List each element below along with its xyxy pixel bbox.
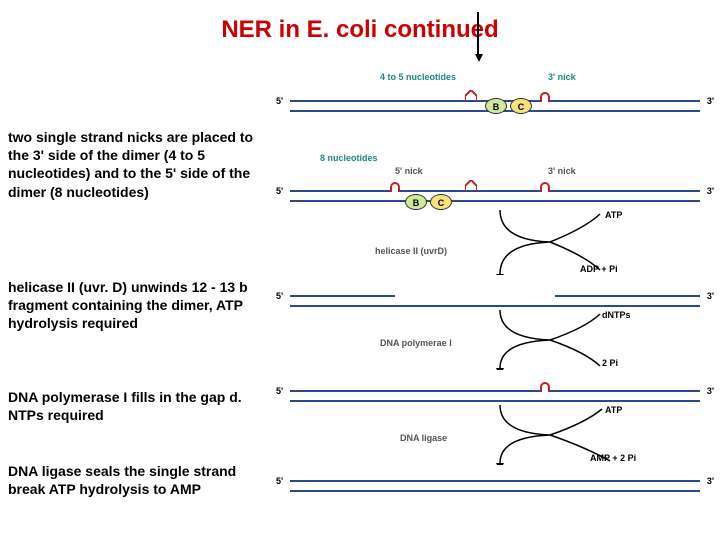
caption-ligase: DNA ligase seals the single strand break…: [8, 462, 268, 498]
caption-nicks: two single strand nicks are placed to th…: [8, 128, 268, 201]
label-4to5: 4 to 5 nucleotides: [380, 72, 456, 82]
nick-icon: [540, 92, 550, 102]
end-3prime: 3': [707, 386, 714, 396]
end-5prime: 5': [276, 386, 283, 396]
reaction-arrow: [490, 310, 610, 370]
label-amp: AMP + 2 Pi: [590, 453, 636, 463]
label-helicase: helicase II (uvrD): [375, 246, 447, 256]
diagram: 4 to 5 nucleotides 3' nick 5' 3' B C 8 n…: [280, 60, 710, 540]
label-ligase: DNA ligase: [400, 433, 447, 443]
end-5prime: 5': [276, 291, 283, 301]
protein-c: C: [430, 194, 452, 210]
arrow-stem: [477, 12, 479, 56]
end-3prime: 3': [707, 291, 714, 301]
end-3prime: 3': [707, 186, 714, 196]
label-3nick: 3' nick: [548, 72, 576, 82]
label-3nick-b: 3' nick: [548, 166, 576, 176]
caption-helicase: helicase II (uvr. D) unwinds 12 - 13 b f…: [8, 278, 268, 333]
label-5nick: 5' nick: [395, 166, 423, 176]
label-adp: ADP + Pi: [580, 264, 618, 274]
end-5prime: 5': [276, 186, 283, 196]
caption-polymerase: DNA polymerase I fills in the gap d. NTP…: [8, 388, 268, 424]
protein-c: C: [510, 98, 532, 114]
protein-b: B: [405, 194, 427, 210]
end-3prime: 3': [707, 96, 714, 106]
protein-b: B: [485, 98, 507, 114]
dimer-icon: [465, 180, 477, 192]
nick-icon: [390, 182, 400, 192]
dimer-icon: [465, 90, 477, 102]
end-5prime: 5': [276, 96, 283, 106]
label-polymerase: DNA polymerae I: [380, 338, 452, 348]
end-5prime: 5': [276, 476, 283, 486]
label-8nt: 8 nucleotides: [320, 153, 378, 163]
end-3prime: 3': [707, 476, 714, 486]
label-atp2: ATP: [605, 405, 622, 415]
label-atp: ATP: [605, 210, 622, 220]
nick-icon: [540, 182, 550, 192]
page-title: NER in E. coli continued: [0, 0, 720, 52]
nick-icon: [540, 382, 550, 392]
label-dntps: dNTPs: [602, 310, 631, 320]
label-ppi: 2 Pi: [602, 358, 618, 368]
